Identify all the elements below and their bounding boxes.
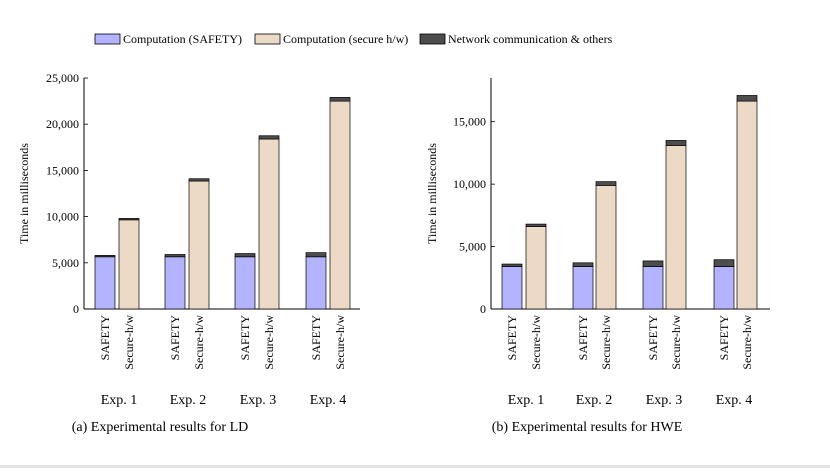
bar-segment xyxy=(305,252,327,258)
y-tick-label: 20,000 xyxy=(46,117,79,131)
legend-label: Network communication & others xyxy=(448,32,613,46)
group-label: Exp. 2 xyxy=(170,393,207,408)
bar-category-label: SAFETY xyxy=(98,315,112,361)
y-tick-label: 10,000 xyxy=(46,210,79,224)
bar-segment xyxy=(736,95,758,102)
legend-label: Computation (SAFETY) xyxy=(123,32,242,46)
bar-category-label: Secure-h/w xyxy=(740,315,754,370)
group-label: Exp. 4 xyxy=(716,393,753,408)
chart-caption: (b) Experimental results for HWE xyxy=(492,420,683,435)
bar-segment xyxy=(713,259,735,267)
bar-segment xyxy=(234,253,256,258)
bar-category-label: Secure-h/w xyxy=(333,315,347,370)
bar-category-label: Secure-h/w xyxy=(669,315,683,370)
bar-segment xyxy=(501,263,523,267)
bar-segment xyxy=(665,140,687,146)
bar-category-label: SAFETY xyxy=(309,315,323,361)
bar-segment xyxy=(736,100,758,310)
bar-segment xyxy=(572,262,594,267)
bar-segment xyxy=(305,256,327,310)
legend-swatch xyxy=(94,33,121,45)
bottom-divider xyxy=(0,465,830,468)
bar-segment xyxy=(164,254,186,258)
y-tick-label: 25,000 xyxy=(46,71,79,85)
bar-category-label: SAFETY xyxy=(168,315,182,361)
bar-segment xyxy=(595,185,617,310)
bar-segment xyxy=(572,266,594,310)
bar-segment xyxy=(118,218,140,221)
bar-category-label: SAFETY xyxy=(576,315,590,361)
group-label: Exp. 3 xyxy=(646,393,683,408)
y-tick-label: 10,000 xyxy=(453,177,486,191)
bar-segment xyxy=(258,138,280,310)
bar-segment xyxy=(665,145,687,310)
bar-segment xyxy=(525,223,547,227)
bar-segment xyxy=(94,255,116,258)
bar-segment xyxy=(642,260,664,267)
y-tick-label: 15,000 xyxy=(453,115,486,129)
group-label: Exp. 2 xyxy=(576,393,613,408)
bar-category-label: Secure-h/w xyxy=(122,315,136,370)
bar-segment xyxy=(258,135,280,140)
bar-segment xyxy=(188,180,210,310)
bar-category-label: SAFETY xyxy=(646,315,660,361)
bar-segment xyxy=(525,226,547,310)
y-tick-label: 15,000 xyxy=(46,163,79,177)
bar-segment xyxy=(713,266,735,310)
legend-swatch xyxy=(419,33,446,45)
group-label: Exp. 3 xyxy=(240,393,277,408)
y-axis-label: Time in milliseconds xyxy=(17,143,31,244)
legend-label: Computation (secure h/w) xyxy=(283,32,408,46)
bar-segment xyxy=(329,100,351,310)
bar-category-label: Secure-h/w xyxy=(599,315,613,370)
group-label: Exp. 1 xyxy=(508,393,545,408)
bar-segment xyxy=(118,219,140,310)
bar-segment xyxy=(595,181,617,186)
y-tick-label: 0 xyxy=(480,302,486,316)
y-tick-label: 0 xyxy=(73,302,79,316)
legend-swatch xyxy=(254,33,281,45)
bar-category-label: Secure-h/w xyxy=(192,315,206,370)
bar-segment xyxy=(234,256,256,310)
y-axis-label: Time in milliseconds xyxy=(425,143,439,244)
bar-category-label: SAFETY xyxy=(505,315,519,361)
bar-segment xyxy=(94,256,116,310)
bar-category-label: Secure-h/w xyxy=(262,315,276,370)
y-tick-label: 5,000 xyxy=(459,240,486,254)
chart-caption: (a) Experimental results for LD xyxy=(72,420,249,435)
group-label: Exp. 4 xyxy=(310,393,347,408)
bar-segment xyxy=(164,256,186,310)
bar-segment xyxy=(188,178,210,182)
group-label: Exp. 1 xyxy=(101,393,138,408)
bar-segment xyxy=(501,266,523,310)
y-tick-label: 5,000 xyxy=(52,256,79,270)
bar-category-label: Secure-h/w xyxy=(529,315,543,370)
bar-segment xyxy=(329,97,351,102)
bar-category-label: SAFETY xyxy=(238,315,252,361)
bar-segment xyxy=(642,266,664,310)
bar-category-label: SAFETY xyxy=(717,315,731,361)
